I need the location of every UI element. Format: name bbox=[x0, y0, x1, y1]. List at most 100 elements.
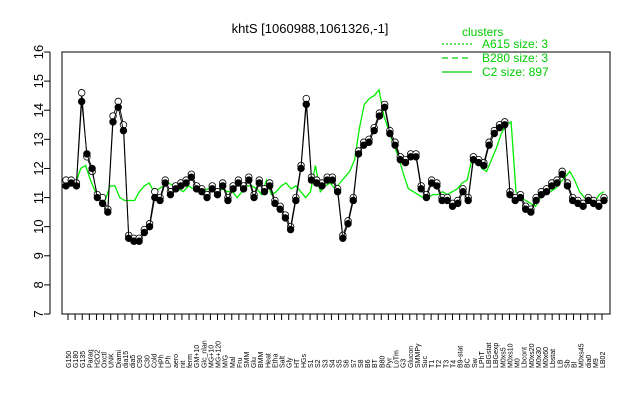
x-tick-label: HGs bbox=[301, 354, 308, 369]
x-tick-label: M0xs45 bbox=[579, 343, 586, 368]
x-tick-label: Glucon bbox=[408, 346, 415, 368]
x-tick-label: LoTm bbox=[394, 350, 401, 368]
y-tick-label: 16 bbox=[31, 45, 46, 59]
x-tick-label: T1 bbox=[429, 360, 436, 368]
x-tick-label: nit bbox=[180, 361, 187, 368]
data-point bbox=[600, 196, 608, 205]
x-tick-label: S3 bbox=[322, 359, 329, 368]
data-point bbox=[542, 188, 551, 196]
data-point bbox=[250, 193, 258, 202]
data-point bbox=[375, 112, 384, 120]
data-point bbox=[422, 193, 431, 202]
data-point bbox=[260, 188, 269, 196]
x-tick-label: Diami bbox=[116, 350, 123, 368]
x-tick-label: M0xs5 bbox=[500, 347, 507, 368]
data-point bbox=[239, 185, 248, 193]
data-point bbox=[72, 182, 81, 190]
data-point bbox=[229, 185, 237, 193]
data-point bbox=[276, 205, 284, 213]
data-point bbox=[558, 170, 566, 178]
data-point bbox=[443, 196, 452, 205]
data-point bbox=[501, 121, 509, 129]
x-tick-label: C90 bbox=[137, 355, 144, 368]
x-tick-label: Sw bbox=[472, 357, 479, 368]
data-point bbox=[77, 89, 86, 97]
data-point bbox=[412, 153, 420, 161]
y-tick-label: 13 bbox=[31, 132, 46, 146]
x-tick-label: Glc_nlan bbox=[201, 340, 208, 368]
x-tick-label: Heat bbox=[265, 353, 272, 368]
data-point bbox=[213, 190, 222, 199]
x-tick-label: M/G bbox=[223, 355, 230, 368]
x-tick-label: M0 bbox=[515, 358, 522, 368]
data-point bbox=[98, 199, 107, 208]
series-layer bbox=[62, 88, 608, 245]
data-point bbox=[391, 141, 399, 149]
legend-title: clusters bbox=[462, 25, 503, 39]
data-point bbox=[527, 208, 535, 216]
data-point bbox=[166, 190, 175, 199]
data-point bbox=[365, 138, 373, 146]
data-point bbox=[88, 164, 96, 173]
x-tick-label: B80 bbox=[379, 355, 386, 368]
x-tick-label: M0x60 bbox=[543, 347, 550, 368]
series-line-dotted bbox=[66, 92, 605, 239]
data-point bbox=[286, 225, 295, 234]
data-point bbox=[485, 141, 493, 149]
x-tick-label: Mal bbox=[230, 356, 237, 368]
data-point bbox=[83, 150, 91, 158]
legend-label: C2 size: 897 bbox=[482, 65, 549, 79]
data-point bbox=[318, 182, 326, 190]
x-tick-label: LB02 bbox=[600, 352, 607, 368]
x-tick-label: S1 bbox=[308, 359, 315, 368]
x-tick-label: BMM bbox=[258, 352, 265, 369]
x-tick-label: S6 bbox=[344, 359, 351, 368]
y-tick-label: 7 bbox=[31, 310, 46, 317]
data-point bbox=[161, 179, 169, 187]
data-point bbox=[380, 103, 389, 112]
x-tick-label: Oxctl bbox=[102, 352, 109, 368]
data-point bbox=[292, 196, 300, 205]
data-point bbox=[354, 150, 363, 158]
x-tick-label: LPhT bbox=[479, 351, 486, 368]
x-tick-label: Sb bbox=[564, 359, 571, 368]
data-point bbox=[104, 208, 112, 216]
x-tick-label: C30 bbox=[144, 355, 151, 368]
data-point bbox=[224, 196, 232, 205]
x-tick-label: Bl bbox=[572, 361, 579, 368]
data-point bbox=[579, 202, 587, 210]
data-point bbox=[464, 196, 472, 205]
x-tick-label: Salt bbox=[280, 356, 287, 368]
chart-title: khtS [1060988,1061326,-1] bbox=[232, 21, 389, 36]
data-point bbox=[156, 196, 164, 205]
x-tick-label: LPh bbox=[166, 355, 173, 368]
data-point bbox=[245, 176, 253, 184]
data-point bbox=[266, 182, 274, 190]
x-tick-label: MG+10 bbox=[208, 345, 215, 368]
x-tick-label: Suc bbox=[422, 355, 429, 368]
y-tick-label: 12 bbox=[31, 161, 46, 175]
x-tick-label: BT bbox=[372, 358, 379, 368]
data-point bbox=[595, 202, 603, 210]
x-tick-label: T3 bbox=[443, 360, 450, 368]
data-point bbox=[93, 193, 102, 202]
data-point bbox=[454, 199, 462, 208]
x-tick-label: BC bbox=[465, 358, 472, 368]
x-tick-label: Etha bbox=[272, 353, 279, 368]
x-tick-label: M9 bbox=[593, 358, 600, 368]
x-tick-label: GM+10 bbox=[194, 345, 201, 368]
x-tick-label: SMM bbox=[244, 352, 251, 369]
data-point bbox=[297, 164, 305, 173]
x-tick-label: MG+120 bbox=[216, 341, 223, 368]
x-tick-label: S8 bbox=[358, 359, 365, 368]
data-point bbox=[433, 182, 441, 190]
x-tick-label: M0xs10 bbox=[507, 343, 514, 368]
x-tick-label: HPh bbox=[159, 354, 166, 368]
data-point bbox=[302, 100, 310, 109]
x-tick-label: Paraq bbox=[87, 349, 94, 368]
data-point bbox=[516, 193, 525, 202]
x-tick-label: LBGstat bbox=[486, 343, 493, 368]
x-tick-label: Pyr bbox=[386, 357, 393, 368]
x-tick-label: S7 bbox=[351, 359, 358, 368]
x-tick-label: dia15 bbox=[123, 351, 130, 368]
